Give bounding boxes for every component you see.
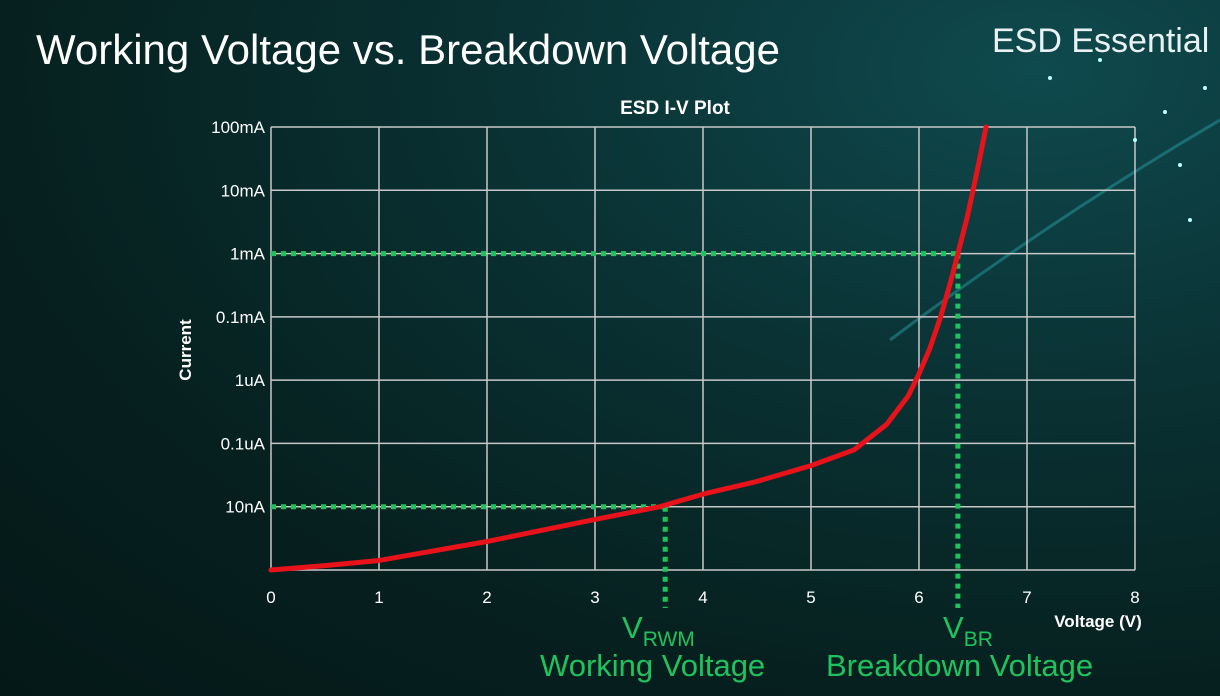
y-tick-label: 0.1uA <box>221 434 266 453</box>
vbr-label: Breakdown Voltage <box>826 648 1094 683</box>
brand-logo-text: ESD Essential <box>992 22 1210 60</box>
y-tick-label: 1uA <box>235 371 266 390</box>
vrwm-main: V <box>622 610 643 645</box>
x-tick-label: 8 <box>1130 588 1139 607</box>
chart-title: ESD I-V Plot <box>620 98 730 119</box>
x-axis-label: Voltage (V) <box>1054 612 1142 631</box>
slide-title: Working Voltage vs. Breakdown Voltage <box>36 26 781 73</box>
vbr-main: V <box>943 610 964 645</box>
decorative-star <box>1098 58 1102 62</box>
x-tick-label: 4 <box>698 588 707 607</box>
decorative-star <box>1133 138 1137 142</box>
decorative-star <box>1203 86 1207 90</box>
vbr-symbol: VBR <box>943 610 993 652</box>
decorative-star <box>1188 218 1192 222</box>
iv-curve <box>268 124 989 573</box>
x-tick-label: 2 <box>482 588 491 607</box>
x-tick-label: 7 <box>1022 588 1031 607</box>
x-tick-label: 6 <box>914 588 923 607</box>
y-tick-label: 10nA <box>225 498 265 517</box>
x-tick-label: 0 <box>266 588 275 607</box>
vrwm-sub: RWM <box>642 628 695 651</box>
y-tick-label: 1mA <box>230 245 266 264</box>
decorative-star <box>1163 110 1167 114</box>
y-tick-label: 100mA <box>211 118 266 137</box>
vbr-sub: BR <box>963 628 993 651</box>
x-tick-label: 5 <box>806 588 815 607</box>
x-tick-label: 1 <box>374 588 383 607</box>
decorative-star <box>1178 163 1182 167</box>
vrwm-label: Working Voltage <box>540 648 766 683</box>
y-tick-label: 0.1mA <box>216 308 266 327</box>
y-tick-label: 10mA <box>221 181 266 200</box>
vrwm-symbol: VRWM <box>622 610 695 652</box>
y-axis-label: Current <box>176 319 195 381</box>
decorative-light-streak <box>889 118 1220 342</box>
decorative-star <box>1048 76 1052 80</box>
x-tick-label: 3 <box>590 588 599 607</box>
